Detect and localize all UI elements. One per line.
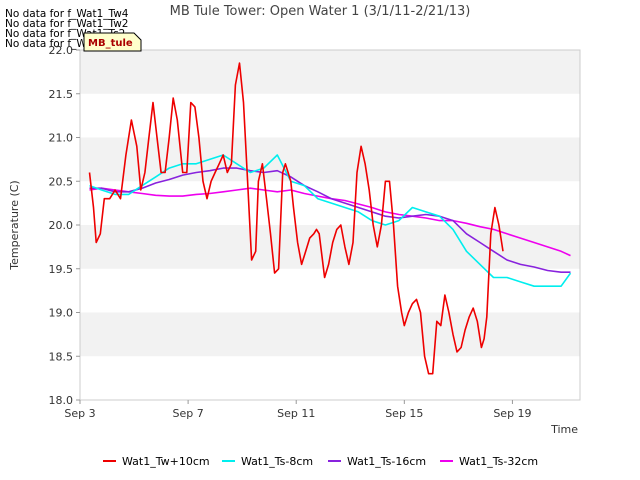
y-tick-label: 18.0 [49, 394, 74, 407]
legend-label: Wat1_Ts-16cm [347, 455, 426, 468]
series-line-wat1-ts-16cm [89, 167, 571, 273]
no-data-message: No data for f_Wat1_Tw4 [5, 8, 129, 20]
y-axis: 18.0 18.5 19.0 19.5 20.0 20.5 21.0 21.5 22.0 [49, 44, 80, 407]
chart-title: MB Tule Tower: Open Water 1 (3/1/11-2/21… [170, 4, 471, 19]
x-tick-label: Sep 11 [277, 407, 315, 420]
x-tick-label: Sep 3 [64, 407, 95, 420]
site-tag: MB_tule [83, 32, 142, 52]
x-axis-label: Time [550, 423, 578, 436]
site-tag-box [83, 32, 142, 52]
y-tick-label: 20.0 [49, 219, 74, 232]
series-line-wat1-ts-8cm [89, 154, 572, 287]
x-tick-label: Sep 7 [172, 407, 203, 420]
x-tick-label: Sep 15 [385, 407, 423, 420]
y-tick-label: 21.0 [49, 132, 74, 145]
no-data-message: No data for f_Wat1_Ts2 [5, 28, 126, 40]
y-tick-label: 19.5 [49, 263, 74, 276]
site-tag-label: MB_tule [88, 38, 133, 49]
y-tick-label: 19.0 [49, 307, 74, 320]
y-tick-label: 21.5 [49, 88, 74, 101]
x-axis: Sep 3 Sep 7 Sep 11 Sep 15 Sep 19 [64, 400, 532, 420]
y-tick-label: 20.5 [49, 175, 74, 188]
no-data-message: No data for f_Wat1_Tair [5, 38, 127, 50]
series-layer [88, 62, 572, 375]
grid-band [80, 225, 580, 269]
y-axis-label: Temperature (C) [8, 180, 21, 270]
grid-band [80, 312, 580, 357]
legend-label: Wat1_Ts-8cm [241, 455, 313, 468]
grid-band [80, 137, 580, 182]
y-tick-label: 18.5 [49, 350, 74, 363]
legend-label: Wat1_Tw+10cm [122, 455, 210, 468]
legend-label: Wat1_Ts-32cm [459, 455, 538, 468]
x-tick-label: Sep 19 [493, 407, 531, 420]
no-data-message: No data for f_Wat1_Tw2 [5, 18, 129, 30]
series-line-wat1-tw-10cm [88, 62, 504, 375]
grid-bands [80, 50, 580, 357]
grid-band [80, 50, 580, 94]
y-tick-label: 22.0 [49, 44, 74, 57]
legend: Wat1_Tw+10cm Wat1_Ts-8cm Wat1_Ts-16cm Wat1_… [103, 455, 538, 468]
